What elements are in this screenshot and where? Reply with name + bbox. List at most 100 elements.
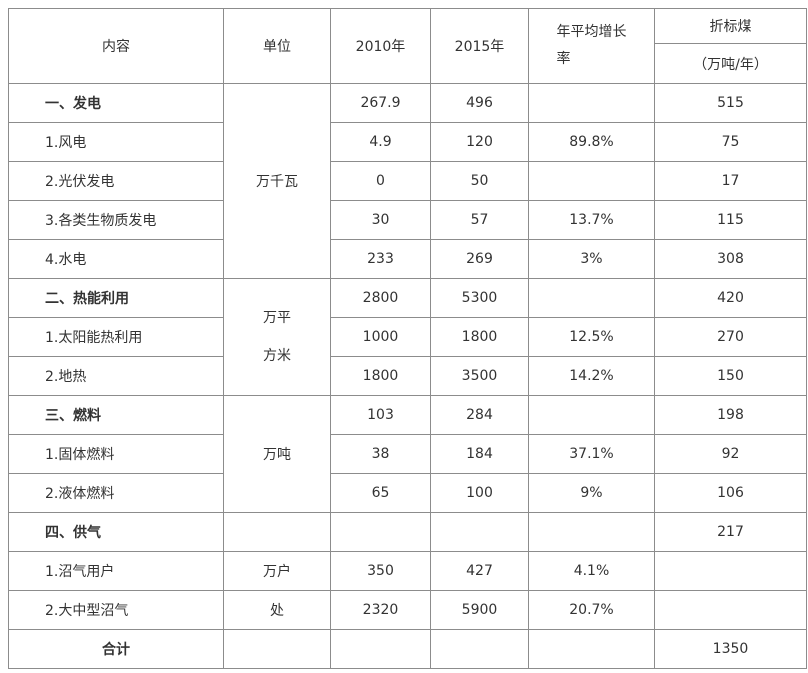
value-cell bbox=[528, 629, 655, 669]
value-cell: 13.7% bbox=[528, 200, 655, 240]
value-cell bbox=[528, 395, 655, 435]
unit-cell: 万吨 bbox=[223, 395, 331, 513]
value-cell: 65 bbox=[330, 473, 431, 513]
value-cell: 150 bbox=[654, 356, 807, 396]
value-cell bbox=[528, 161, 655, 201]
value-cell: 5900 bbox=[430, 590, 529, 630]
value-cell: 427 bbox=[430, 551, 529, 591]
value-cell: 37.1% bbox=[528, 434, 655, 474]
table-row: 二、热能利用 万平方米 2800 5300 420 bbox=[8, 278, 807, 396]
header-cell: 2015年 bbox=[430, 8, 529, 84]
value-cell: 57 bbox=[430, 200, 529, 240]
value-cell bbox=[330, 512, 431, 552]
value-cell: 20.7% bbox=[528, 590, 655, 630]
content-cell: 一、发电 bbox=[8, 83, 224, 123]
value-cell: 420 bbox=[654, 278, 807, 318]
value-cell: 4.1% bbox=[528, 551, 655, 591]
table-row: 合计 1350 bbox=[8, 629, 807, 669]
value-cell: 1350 bbox=[654, 629, 807, 669]
value-cell: 233 bbox=[330, 239, 431, 279]
unit-text: 处 bbox=[270, 603, 284, 619]
content-cell: 1.风电 bbox=[8, 122, 224, 162]
value-cell: 100 bbox=[430, 473, 529, 513]
value-cell: 1800 bbox=[330, 356, 431, 396]
content-cell: 1.太阳能热利用 bbox=[8, 317, 224, 357]
header-text: 年平均增长率 bbox=[556, 24, 627, 67]
value-cell bbox=[330, 629, 431, 669]
value-cell: 92 bbox=[654, 434, 807, 474]
table-row: 2.大中型沼气 处 2320 5900 20.7% bbox=[8, 590, 807, 630]
value-cell: 30 bbox=[330, 200, 431, 240]
unit-text: 万吨 bbox=[263, 447, 291, 463]
value-cell: 0 bbox=[330, 161, 431, 201]
table-row: 2.光伏发电 0 50 17 bbox=[8, 161, 807, 201]
unit-cell: 处 bbox=[223, 590, 331, 630]
value-cell: 3% bbox=[528, 239, 655, 279]
value-cell: 89.8% bbox=[528, 122, 655, 162]
value-cell: 350 bbox=[330, 551, 431, 591]
content-cell: 2.地热 bbox=[8, 356, 224, 396]
table-body: 内容 单位 2010年 2015年 年平均增长率 折标煤 （万吨/年） 一、发电… bbox=[8, 8, 807, 669]
value-cell: 38 bbox=[330, 434, 431, 474]
content-cell: 2.液体燃料 bbox=[8, 473, 224, 513]
header-cell: 年平均增长率 bbox=[528, 8, 655, 84]
header-cell: 单位 bbox=[223, 8, 331, 84]
value-cell: 50 bbox=[430, 161, 529, 201]
value-cell: 1800 bbox=[430, 317, 529, 357]
unit-cell: 万千瓦 bbox=[223, 83, 331, 279]
value-cell: 496 bbox=[430, 83, 529, 123]
value-cell: 2800 bbox=[330, 278, 431, 318]
value-cell: 5300 bbox=[430, 278, 529, 318]
content-cell: 三、燃料 bbox=[8, 395, 224, 435]
value-cell: 308 bbox=[654, 239, 807, 279]
table-row: 2.液体燃料 65 100 9% 106 bbox=[8, 473, 807, 513]
unit-text: 万千瓦 bbox=[256, 174, 298, 190]
value-cell bbox=[528, 512, 655, 552]
content-cell: 1.固体燃料 bbox=[8, 434, 224, 474]
header-cell: 内容 bbox=[8, 8, 224, 84]
table-row: 2.地热 1800 3500 14.2% 150 bbox=[8, 356, 807, 396]
table-row: 1.太阳能热利用 1000 1800 12.5% 270 bbox=[8, 317, 807, 357]
value-cell bbox=[528, 278, 655, 318]
content-cell: 四、供气 bbox=[8, 512, 224, 552]
value-cell: 515 bbox=[654, 83, 807, 123]
value-cell: 217 bbox=[654, 512, 807, 552]
value-cell: 120 bbox=[430, 122, 529, 162]
content-cell: 4.水电 bbox=[8, 239, 224, 279]
table-row: 一、发电 万千瓦 267.9 496 515 bbox=[8, 83, 807, 279]
unit-cell: 万平方米 bbox=[223, 278, 331, 396]
value-cell bbox=[528, 83, 655, 123]
value-cell: 184 bbox=[430, 434, 529, 474]
unit-cell: 万户 bbox=[223, 551, 331, 591]
content-cell: 2.光伏发电 bbox=[8, 161, 224, 201]
content-cell: 1.沼气用户 bbox=[8, 551, 224, 591]
header-row: 内容 单位 2010年 2015年 年平均增长率 折标煤 bbox=[8, 8, 807, 84]
value-cell: 14.2% bbox=[528, 356, 655, 396]
table-row: 1.固体燃料 38 184 37.1% 92 bbox=[8, 434, 807, 474]
value-cell: 115 bbox=[654, 200, 807, 240]
unit-cell bbox=[223, 629, 331, 669]
value-cell bbox=[430, 512, 529, 552]
value-cell bbox=[654, 551, 807, 591]
content-cell: 合计 bbox=[8, 629, 224, 669]
unit-cell bbox=[223, 512, 331, 552]
value-cell bbox=[654, 590, 807, 630]
table-row: 三、燃料 万吨 103 284 198 bbox=[8, 395, 807, 513]
value-cell: 4.9 bbox=[330, 122, 431, 162]
header-cell: （万吨/年） bbox=[654, 43, 807, 84]
content-cell: 3.各类生物质发电 bbox=[8, 200, 224, 240]
header-cell: 2010年 bbox=[330, 8, 431, 84]
table-row: 1.沼气用户 万户 350 427 4.1% bbox=[8, 551, 807, 591]
value-cell: 269 bbox=[430, 239, 529, 279]
value-cell: 103 bbox=[330, 395, 431, 435]
value-cell: 1000 bbox=[330, 317, 431, 357]
value-cell: 17 bbox=[654, 161, 807, 201]
value-cell: 3500 bbox=[430, 356, 529, 396]
value-cell: 198 bbox=[654, 395, 807, 435]
energy-table: 内容 单位 2010年 2015年 年平均增长率 折标煤 （万吨/年） 一、发电… bbox=[8, 8, 807, 669]
value-cell: 12.5% bbox=[528, 317, 655, 357]
unit-text: 万平方米 bbox=[263, 310, 291, 364]
table-row: 4.水电 233 269 3% 308 bbox=[8, 239, 807, 279]
table-row: 1.风电 4.9 120 89.8% 75 bbox=[8, 122, 807, 162]
